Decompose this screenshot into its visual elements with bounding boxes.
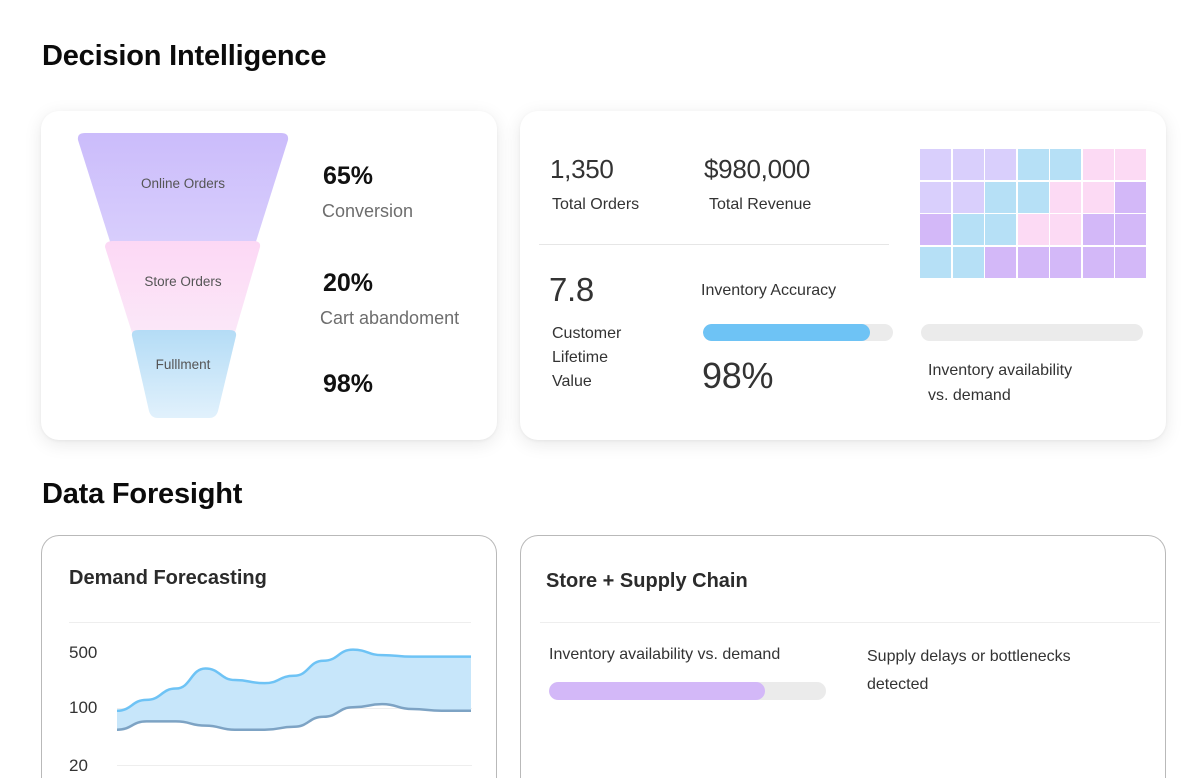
supply-delays-line-1: Supply delays or bottlenecks <box>867 648 1071 665</box>
heatmap-cell <box>1115 181 1146 213</box>
funnel-stage-store <box>105 241 261 336</box>
clv-value: 7.8 <box>549 271 594 308</box>
inventory-availability-label-line-1: Inventory availability <box>928 362 1073 379</box>
section-title-decision-intelligence: Decision Intelligence <box>42 40 327 72</box>
inventory-accuracy-bar <box>703 324 893 341</box>
heatmap-cell <box>952 214 984 245</box>
kpi-card: 1,350 Total Orders $980,000 Total Revenu… <box>520 111 1166 440</box>
funnel-label-store-orders: Store Orders <box>144 274 222 289</box>
heatmap-cell <box>1082 149 1114 180</box>
heatmap-cell <box>1017 181 1049 213</box>
y-tick-20: 20 <box>69 756 88 775</box>
supply-chain-title: Store + Supply Chain <box>546 570 748 592</box>
inventory-availability-label-line-2: vs. demand <box>928 387 1011 404</box>
heatmap-cell <box>1115 149 1146 180</box>
heatmap-cell <box>920 181 951 213</box>
forecast-lower-line <box>116 702 471 732</box>
supply-delays-line-2: detected <box>867 676 929 693</box>
section-title-data-foresight: Data Foresight <box>42 478 243 510</box>
total-orders-label: Total Orders <box>552 196 640 213</box>
supply-availability-bar <box>549 682 826 700</box>
funnel-label-fulfillment: Fulllment <box>155 357 211 372</box>
total-revenue-value: $980,000 <box>704 154 811 184</box>
inventory-accuracy-bar-fill <box>703 324 871 341</box>
chart-gridline-top <box>69 622 471 623</box>
inventory-accuracy-label: Inventory Accuracy <box>701 282 837 299</box>
heatmap-cell <box>1082 181 1114 213</box>
heatmap-cell <box>985 214 1016 245</box>
heatmap-cell <box>1115 214 1146 245</box>
forecast-upper-line <box>116 648 471 713</box>
heatmap-cell <box>952 181 984 213</box>
inventory-accuracy-value: 98% <box>702 355 774 396</box>
heatmap-cell <box>920 149 951 180</box>
clv-label-line-3: Value <box>552 373 592 390</box>
y-tick-500: 500 <box>69 643 98 662</box>
funnel-label-online-orders: Online Orders <box>140 176 226 191</box>
clv-label-line-1: Customer <box>552 325 622 342</box>
kpi-divider <box>539 244 889 245</box>
heatmap-cell <box>1050 181 1081 213</box>
heatmap-cell <box>952 149 984 180</box>
heatmap-cell <box>920 214 951 245</box>
total-revenue-label: Total Revenue <box>709 196 812 213</box>
heatmap-cell <box>1017 149 1049 180</box>
demand-forecasting-card: Demand Forecasting 500 100 20 <box>41 535 497 778</box>
funnel-graphic <box>77 133 289 418</box>
heatmap-cell <box>1017 214 1049 245</box>
funnel-card: Online Orders Store Orders Fulllment 65%… <box>41 111 497 440</box>
clv-label-line-2: Lifetime <box>552 349 609 366</box>
cart-abandonment-label: Cart abandoment <box>320 308 460 328</box>
heatmap-cell <box>1115 246 1146 278</box>
heatmap-cell <box>1082 246 1114 278</box>
funnel-stage-fulfillment <box>131 330 237 418</box>
supply-availability-bar-fill <box>549 682 766 700</box>
heatmap-cell <box>1082 214 1114 245</box>
supply-chain-card: Store + Supply Chain Inventory availabil… <box>520 535 1166 778</box>
heatmap-cell <box>920 246 951 278</box>
inventory-heatmap <box>920 149 1146 279</box>
conversion-label: Conversion <box>322 201 414 221</box>
heatmap-cell <box>952 246 984 278</box>
demand-chart <box>116 648 471 732</box>
total-orders-value: 1,350 <box>550 154 614 184</box>
y-tick-100: 100 <box>69 698 98 717</box>
heatmap-cell <box>985 149 1016 180</box>
heatmap-cell <box>985 246 1016 278</box>
chart-gridline-20 <box>117 765 472 766</box>
conversion-value: 65% <box>323 162 374 190</box>
heatmap-cell <box>1050 149 1081 180</box>
fulfillment-value: 98% <box>323 370 374 398</box>
funnel-stage-online <box>77 133 289 251</box>
heatmap-cell <box>1050 246 1081 278</box>
cart-abandonment-value: 20% <box>323 269 374 297</box>
supply-availability-label: Inventory availability vs. demand <box>549 646 781 663</box>
inventory-availability-bar <box>921 324 1143 341</box>
heatmap-cell <box>1050 214 1081 245</box>
heatmap-cell <box>1017 246 1049 278</box>
heatmap-cell <box>985 181 1016 213</box>
demand-forecasting-title: Demand Forecasting <box>69 567 267 589</box>
supply-divider <box>540 622 1160 623</box>
